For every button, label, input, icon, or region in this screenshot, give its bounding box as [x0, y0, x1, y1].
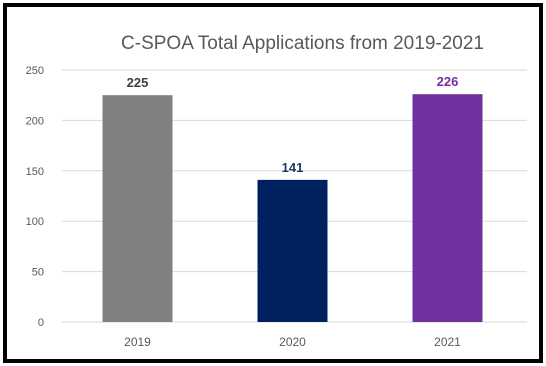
data-label-2019: 225: [127, 75, 149, 90]
bar-2020: [257, 179, 328, 322]
x-category-label: 2021: [434, 335, 461, 349]
bar-chart: C-SPOA Total Applications from 2019-2021…: [26, 33, 527, 349]
y-axis-ticks: 0 50 100 150 200 250: [26, 65, 44, 329]
chart-title: C-SPOA Total Applications from 2019-2021: [121, 33, 484, 54]
bars: [102, 94, 483, 322]
bar-2019: [102, 95, 173, 322]
y-tick-label: 0: [38, 317, 44, 329]
x-category-label: 2020: [279, 335, 306, 349]
y-tick-label: 200: [26, 115, 44, 127]
x-category-label: 2019: [124, 335, 151, 349]
y-tick-label: 250: [26, 65, 44, 77]
chart-frame: C-SPOA Total Applications from 2019-2021…: [3, 3, 543, 363]
x-axis-categories: 2019 2020 2021: [124, 335, 461, 349]
y-tick-label: 100: [26, 216, 44, 228]
data-labels: 225 141 226: [127, 74, 459, 175]
y-tick-label: 50: [32, 267, 44, 279]
data-label-2020: 141: [282, 160, 304, 175]
y-tick-label: 150: [26, 166, 44, 178]
data-label-2021: 226: [437, 74, 459, 89]
bar-2021: [412, 94, 483, 322]
